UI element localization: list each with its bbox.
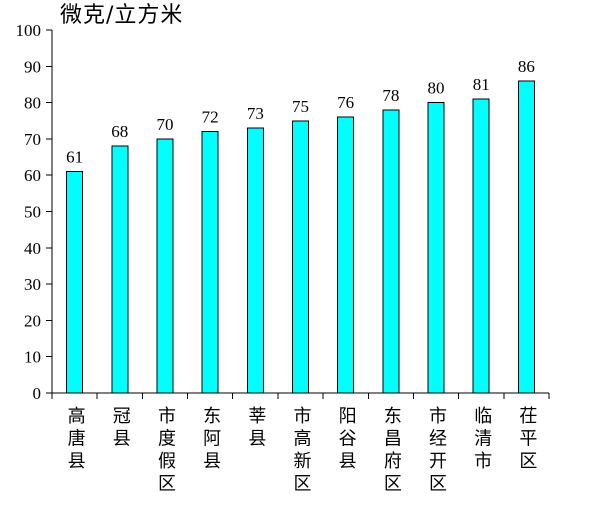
x-category-label: 茌平区: [516, 406, 538, 474]
y-tick-label: 100: [16, 21, 42, 40]
y-tick-label: 20: [24, 311, 41, 330]
bar-value-label: 80: [428, 79, 445, 98]
y-tick-label: 70: [24, 130, 41, 149]
x-category-label: 东昌府区: [380, 406, 402, 496]
y-tick-label: 10: [24, 348, 41, 367]
bar-1: [66, 171, 84, 394]
bar-value-label: 61: [66, 148, 83, 167]
bars: [66, 80, 535, 394]
x-category-label: 莘县: [245, 406, 267, 451]
y-tick-label: 50: [24, 203, 41, 222]
bar-value-label: 73: [247, 104, 264, 123]
value-labels: 61 68 70 72 73 75 76 78 80 81 86: [66, 57, 535, 167]
bar-value-label: 76: [337, 93, 354, 112]
x-category-label: 市经开区: [426, 406, 448, 496]
bar-11: [517, 80, 535, 394]
x-category-label: 市度假区: [154, 406, 176, 496]
x-category-label: 东阿县: [200, 406, 222, 474]
x-category-label: 高唐县: [64, 406, 86, 474]
y-tick-label: 90: [24, 57, 41, 76]
x-category-label: 市高新区: [290, 406, 312, 496]
bar-value-label: 86: [518, 57, 535, 76]
y-tick-label: 60: [24, 166, 41, 185]
bar-value-label: 75: [292, 97, 309, 116]
bar-5: [246, 127, 264, 394]
x-category-label: 临清市: [471, 406, 493, 474]
x-category-label: 冠县: [109, 406, 131, 451]
bar-9: [427, 102, 445, 394]
y-tick-label: 40: [24, 239, 41, 258]
y-tick-label: 30: [24, 275, 41, 294]
bar-value-label: 78: [382, 86, 399, 105]
bar-2: [111, 145, 129, 394]
bar-4: [201, 131, 219, 394]
bar-8: [382, 109, 400, 394]
y-axis-unit-label: 微克/立方米: [60, 3, 184, 28]
bar-value-label: 70: [156, 115, 173, 134]
bar-value-label: 72: [202, 108, 219, 127]
bar-6: [292, 120, 309, 394]
axes: 0 10 20 30 40 50 60 70 80 90 100: [16, 21, 550, 403]
y-tick-label: 80: [24, 94, 41, 113]
bar-7: [337, 116, 355, 394]
x-category-label: 阳谷县: [335, 406, 357, 474]
y-tick-label: 0: [33, 384, 42, 403]
bar-10: [472, 98, 490, 394]
bar-value-label: 68: [111, 122, 128, 141]
bar-3: [156, 138, 174, 394]
bar-value-label: 81: [473, 75, 490, 94]
